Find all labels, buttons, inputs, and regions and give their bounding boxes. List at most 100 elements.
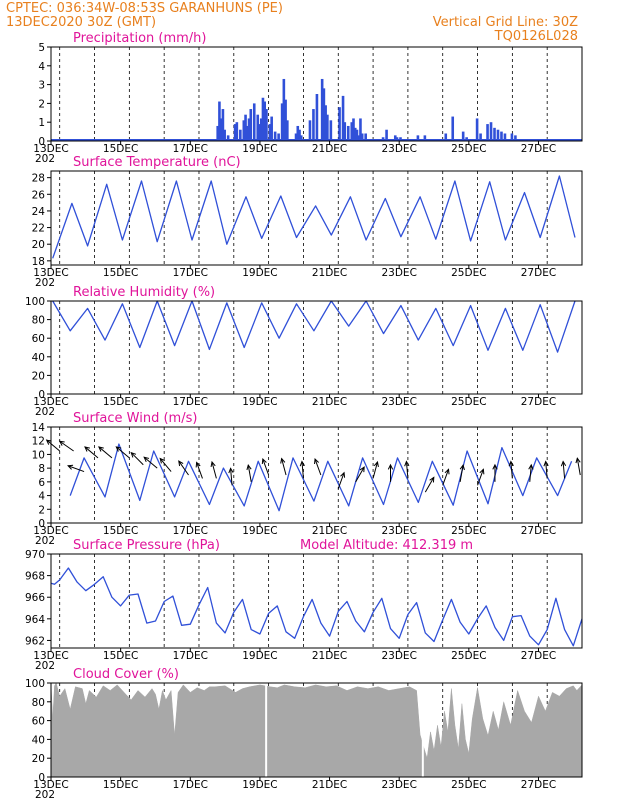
y-tick-label: 2 [38, 98, 45, 110]
y-tick-label: 5 [38, 42, 45, 54]
wind-arrow-head [228, 467, 234, 474]
wind-arrow [562, 461, 566, 479]
x-tick-label: 25DEC [451, 525, 486, 537]
y-tick-label: 0 [38, 772, 45, 784]
precip-bar [261, 97, 265, 141]
station-header: CPTEC: 036:34W-08:53S GARANHUNS (PE) [6, 1, 283, 16]
precip-bar [486, 124, 489, 141]
precip-bar [341, 95, 345, 141]
precip-bar [263, 101, 266, 141]
x-tick-label: 15DEC [103, 779, 138, 791]
precip-bar [280, 103, 284, 141]
precip-bar [268, 124, 272, 141]
wind-arrow-head [459, 463, 465, 471]
precip-bar [357, 135, 361, 141]
wind-arrow-head [479, 468, 485, 475]
y-tick-label: 4 [38, 491, 45, 503]
y-tick-label: 28 [32, 173, 45, 185]
wind-arrow [477, 469, 484, 486]
wind-arrow [459, 465, 464, 482]
precip-bar [346, 125, 350, 141]
x-year-label: 202 [35, 535, 55, 547]
precip-bar [385, 129, 388, 141]
wind-arrow-head [404, 460, 410, 467]
y-tick-label: 8 [38, 463, 45, 475]
y-tick-label: 40 [32, 734, 45, 746]
wind-arrow [262, 458, 270, 476]
y-tick-label: 80 [32, 315, 45, 327]
precip-bar [360, 133, 364, 141]
x-tick-label: 21DEC [312, 650, 347, 662]
wind-arrow [442, 469, 450, 486]
panel-title: Cloud Cover (%) [73, 667, 179, 682]
wind-arrow-head [67, 464, 74, 470]
wind-arrow [314, 458, 322, 476]
y-tick-label: 966 [25, 592, 45, 604]
wind-arrow [67, 465, 85, 473]
precip-bar [296, 125, 300, 141]
wind-arrow-head [359, 466, 365, 473]
series-line [52, 300, 576, 353]
x-year-label: 202 [35, 153, 55, 165]
model-code: TQ0126L028 [494, 29, 578, 44]
precip-bar [350, 122, 354, 141]
run-date-header: 13DEC2020 30Z (GMT) [6, 15, 156, 30]
plot-frame [50, 553, 583, 649]
precip-bar [294, 133, 298, 141]
panel-precip: Precipitation (mm/h) 0 1 2 3 4 5 13DEC 15DEC 17DE… [33, 31, 583, 165]
x-tick-label: 19DEC [242, 525, 277, 537]
wind-arrow [211, 461, 217, 479]
precip-bar [364, 133, 367, 141]
precip-bar [242, 120, 246, 141]
precip-bar [252, 103, 256, 141]
panel-title: Relative Humidity (%) [73, 285, 215, 300]
precip-bar [235, 122, 239, 141]
wind-arrow [424, 477, 435, 493]
wind-arrow [116, 446, 130, 459]
wind-arrow [545, 461, 548, 479]
wind-arrow-head [143, 456, 150, 462]
wind-arrow-head [98, 446, 104, 452]
precip-bar [277, 133, 280, 141]
y-tick-label: 1 [38, 117, 45, 129]
precip-bar [216, 125, 219, 141]
wind-arrow-head [575, 457, 581, 464]
precip-bar [247, 118, 251, 141]
precip-bar [324, 105, 327, 141]
wind-arrow [301, 461, 304, 479]
x-tick-label: 15DEC [103, 267, 138, 279]
wind-arrow-head [387, 463, 394, 470]
precip-bar [270, 116, 273, 141]
y-tick-label: 24 [32, 206, 46, 218]
wind-arrow [159, 458, 172, 472]
y-tick-label: 4 [38, 61, 45, 73]
precip-bar [510, 133, 514, 141]
precip-bar [326, 114, 329, 141]
precip-bar [244, 114, 247, 141]
x-tick-label: 23DEC [381, 779, 416, 791]
wind-arrow [355, 466, 365, 483]
y-tick-label: 40 [32, 352, 45, 364]
wind-arrow-head [178, 460, 184, 467]
x-tick-label: 25DEC [451, 650, 486, 662]
precip-bar [219, 118, 223, 141]
x-tick-label: 21DEC [312, 525, 347, 537]
x-tick-label: 21DEC [312, 396, 347, 408]
wind-arrow-head [261, 457, 267, 465]
precip-bar [503, 133, 507, 141]
x-year-label: 202 [35, 660, 55, 672]
panel-subtitle: Model Altitude: 412.319 m [300, 538, 473, 553]
wind-arrow [247, 465, 252, 482]
x-year-label: 202 [35, 789, 55, 800]
precip-bar [393, 135, 397, 141]
x-tick-label: 15DEC [103, 525, 138, 537]
wind-arrow [405, 461, 409, 479]
x-tick-label: 21DEC [312, 779, 347, 791]
precip-bar [282, 78, 286, 141]
precip-bar [298, 129, 301, 141]
x-tick-label: 19DEC [242, 396, 277, 408]
wind-arrow-head [528, 463, 534, 470]
wind-arrow-head [560, 460, 567, 467]
